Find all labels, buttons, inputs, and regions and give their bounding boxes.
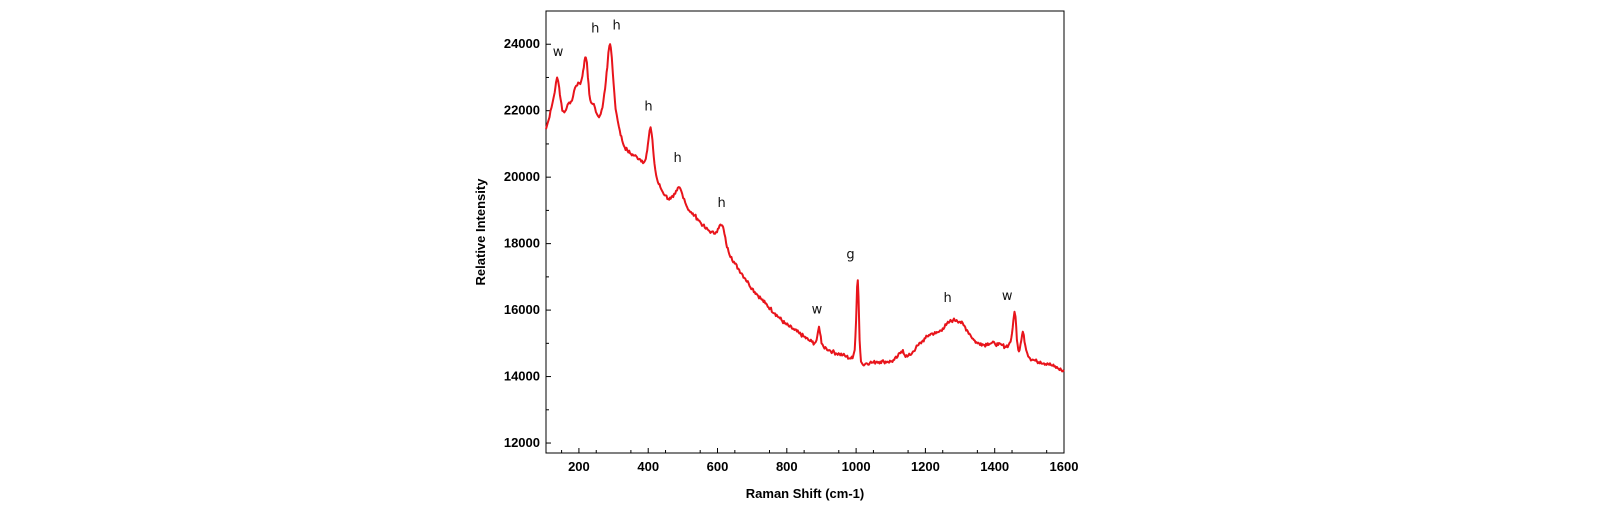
- peak-label-w: w: [1002, 289, 1013, 304]
- peak-label-h: h: [613, 18, 621, 33]
- y-axis-title: Relative Intensity: [473, 178, 488, 286]
- y-tick-label: 12000: [504, 435, 540, 450]
- peak-label-h: h: [943, 291, 951, 306]
- peak-label-g: g: [846, 248, 854, 263]
- peak-label-h: h: [674, 151, 682, 166]
- x-tick-label: 600: [707, 459, 729, 474]
- x-tick-label: 800: [776, 459, 798, 474]
- x-axis-ticks: 200 400 600 800 1000 1200 1400 1600: [561, 448, 1079, 474]
- y-tick-label: 22000: [504, 103, 540, 118]
- x-axis-title: Raman Shift (cm-1): [746, 486, 864, 501]
- peak-label-h: h: [591, 22, 599, 37]
- x-tick-label: 1400: [980, 459, 1009, 474]
- x-tick-label: 1200: [911, 459, 940, 474]
- y-tick-label: 24000: [504, 36, 540, 51]
- y-tick-label: 14000: [504, 369, 540, 384]
- peak-label-h: h: [718, 196, 726, 211]
- x-tick-label: 1600: [1050, 459, 1079, 474]
- x-tick-label: 200: [568, 459, 590, 474]
- y-tick-label: 18000: [504, 236, 540, 251]
- peak-label-w: w: [812, 302, 823, 317]
- series-line-spectrum: [545, 43, 1065, 373]
- x-tick-label: 1000: [842, 459, 871, 474]
- y-tick-label: 16000: [504, 302, 540, 317]
- y-axis-ticks: 12000 14000 16000 18000 20000 22000 24000: [504, 36, 551, 450]
- peak-label-h: h: [644, 100, 652, 115]
- plot-frame: [545, 10, 1065, 454]
- y-tick-label: 20000: [504, 169, 540, 184]
- peak-label-w: w: [553, 45, 564, 60]
- x-tick-label: 400: [637, 459, 659, 474]
